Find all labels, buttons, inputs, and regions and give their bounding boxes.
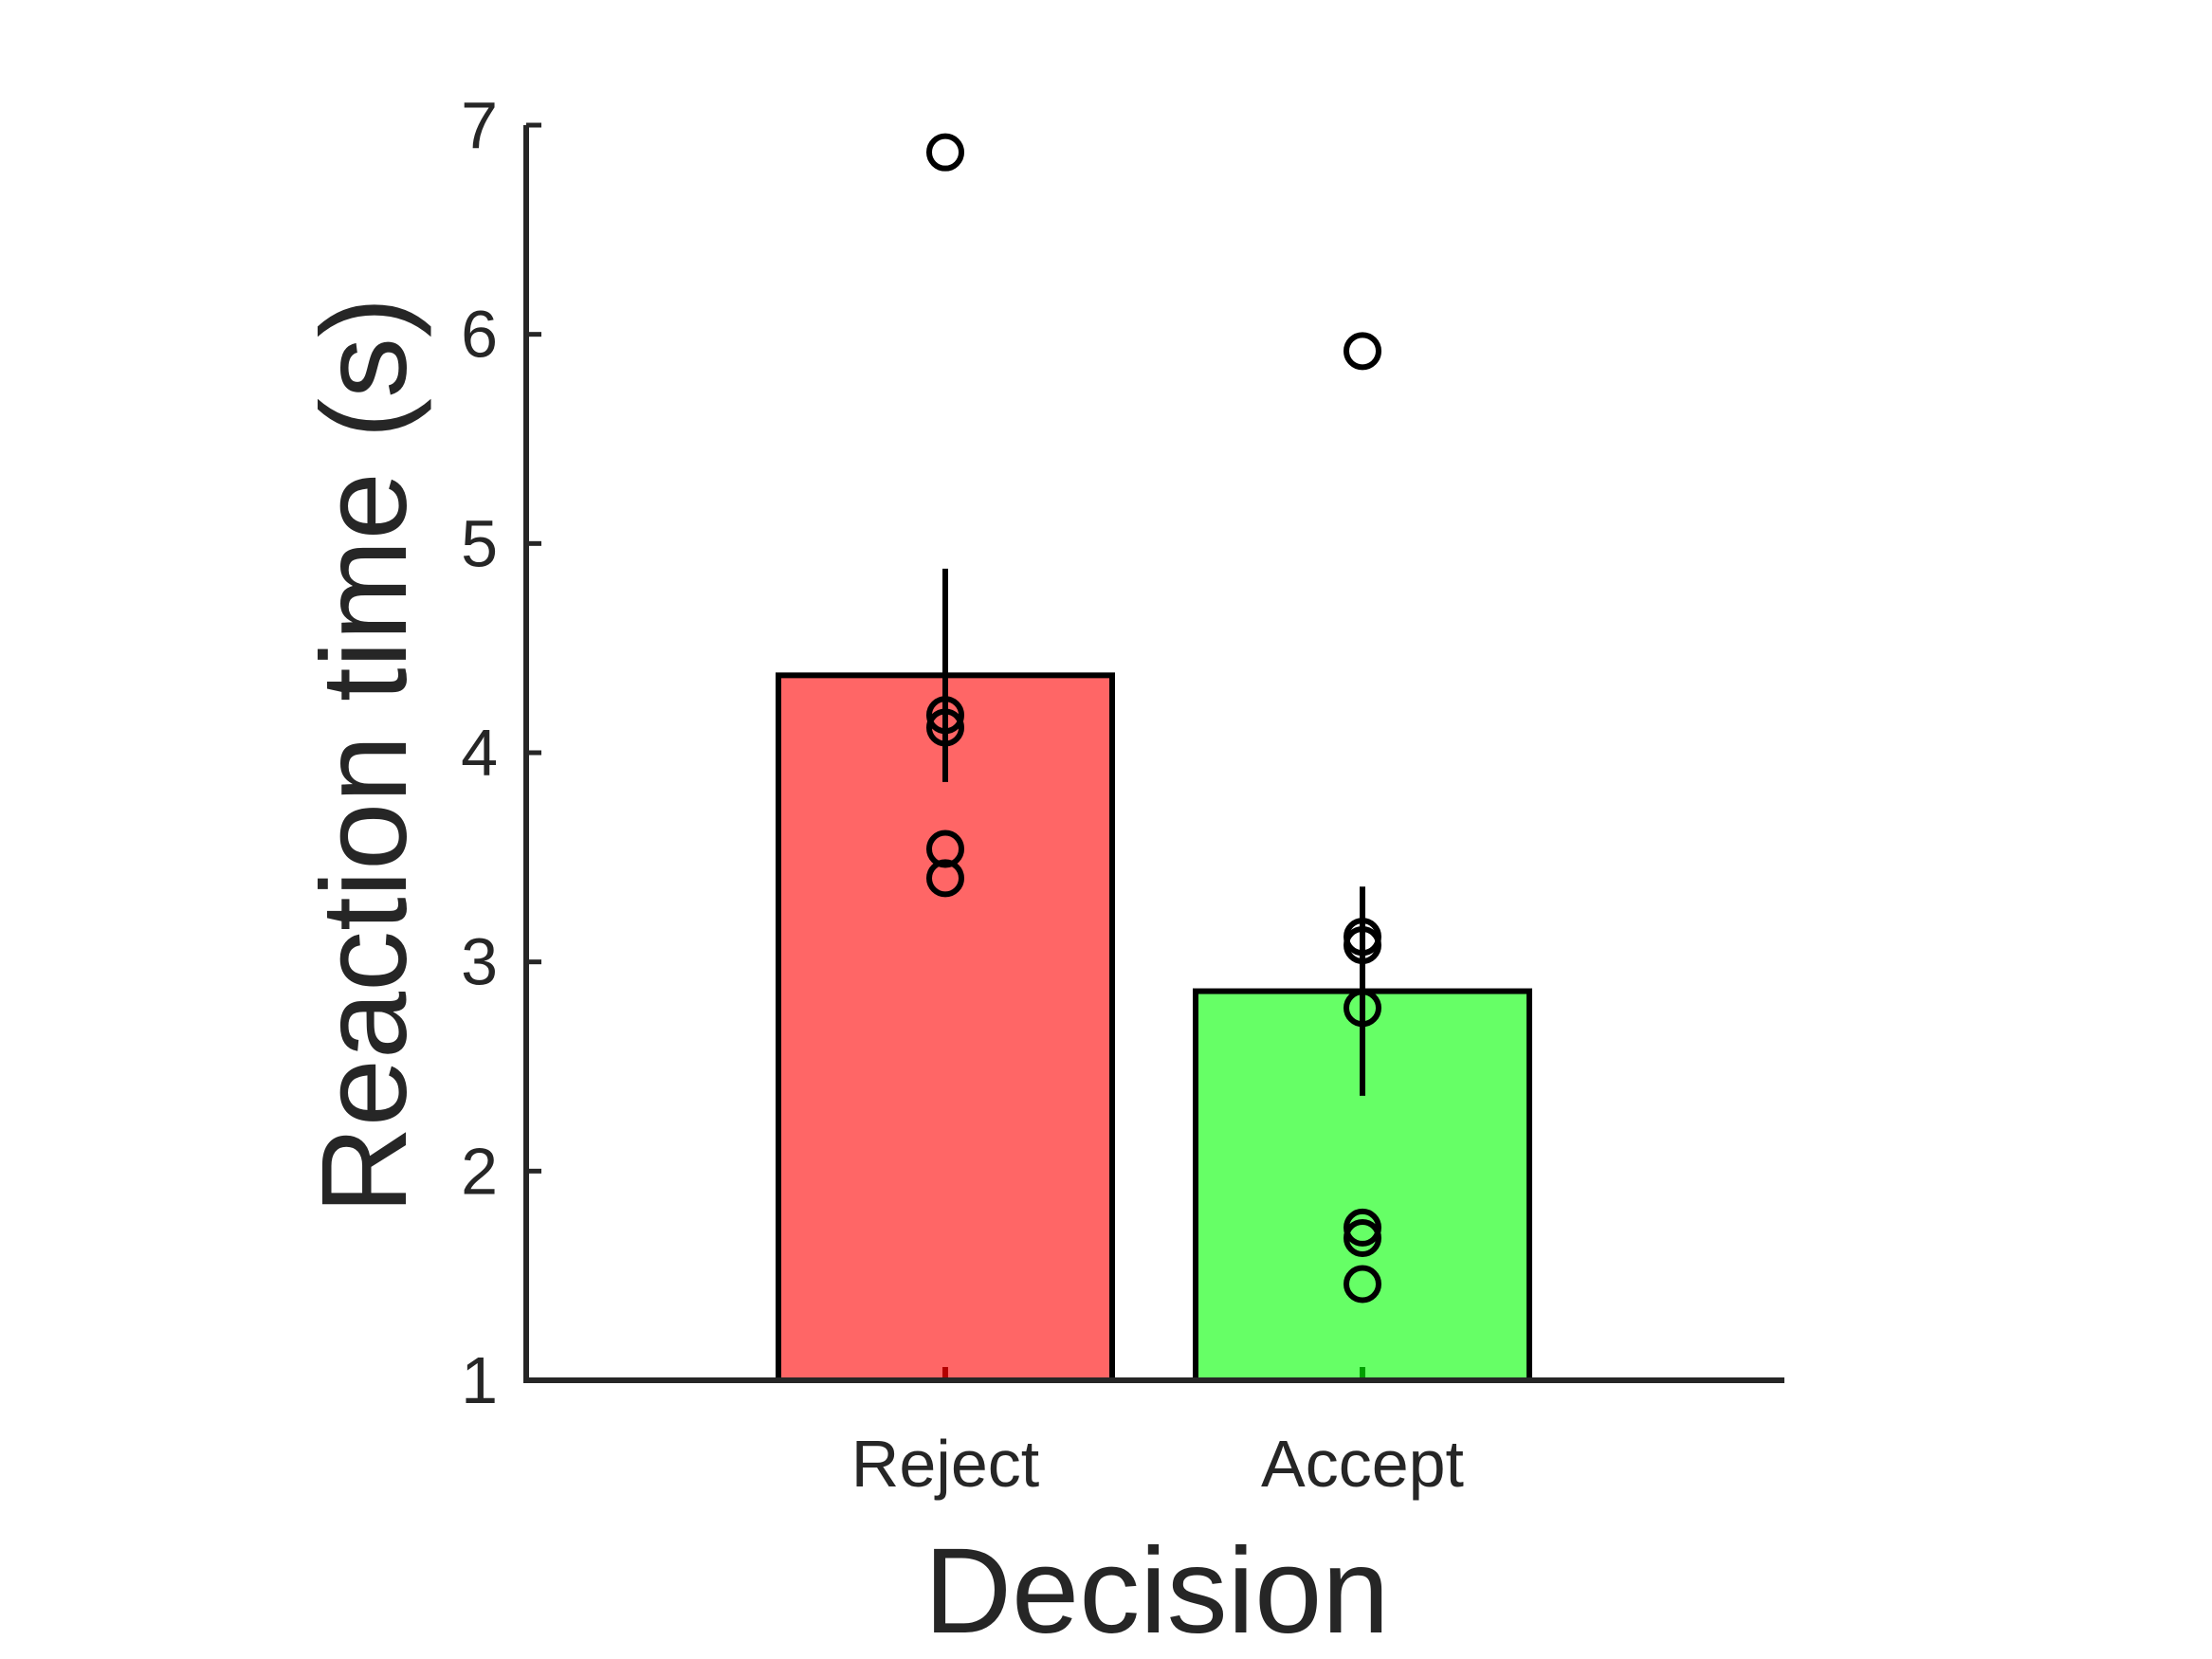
y-tick-label: 4	[461, 716, 498, 790]
points-layer	[926, 133, 1381, 1304]
x-tick-label-reject: Reject	[851, 1427, 1039, 1501]
error-bars-layer	[942, 568, 1365, 1096]
x-axis-title: Decision	[924, 1523, 1390, 1659]
data-point	[1344, 1265, 1381, 1304]
y-axis-title: Reaction time (s)	[297, 297, 432, 1213]
x-ticks-layer: Reject Accept	[851, 1427, 1464, 1501]
data-point	[926, 859, 964, 898]
data-point	[926, 830, 964, 868]
y-tick-label: 1	[461, 1343, 498, 1417]
x-tick-label-accept: Accept	[1261, 1427, 1464, 1501]
data-point	[926, 133, 964, 172]
y-tick-label: 5	[461, 506, 498, 580]
y-ticks-layer: 1 2 3 4 5 6 7	[461, 88, 541, 1417]
y-tick-label: 3	[461, 925, 498, 999]
bar-reject	[776, 672, 1115, 1383]
y-tick-label: 6	[461, 298, 498, 372]
data-point	[1344, 1218, 1381, 1257]
data-point	[1344, 1208, 1381, 1247]
y-tick-label: 2	[461, 1134, 498, 1208]
data-point	[1344, 332, 1381, 371]
bars-layer	[776, 672, 1532, 1384]
axes-layer	[523, 125, 1784, 1383]
y-tick-label: 7	[461, 88, 498, 162]
